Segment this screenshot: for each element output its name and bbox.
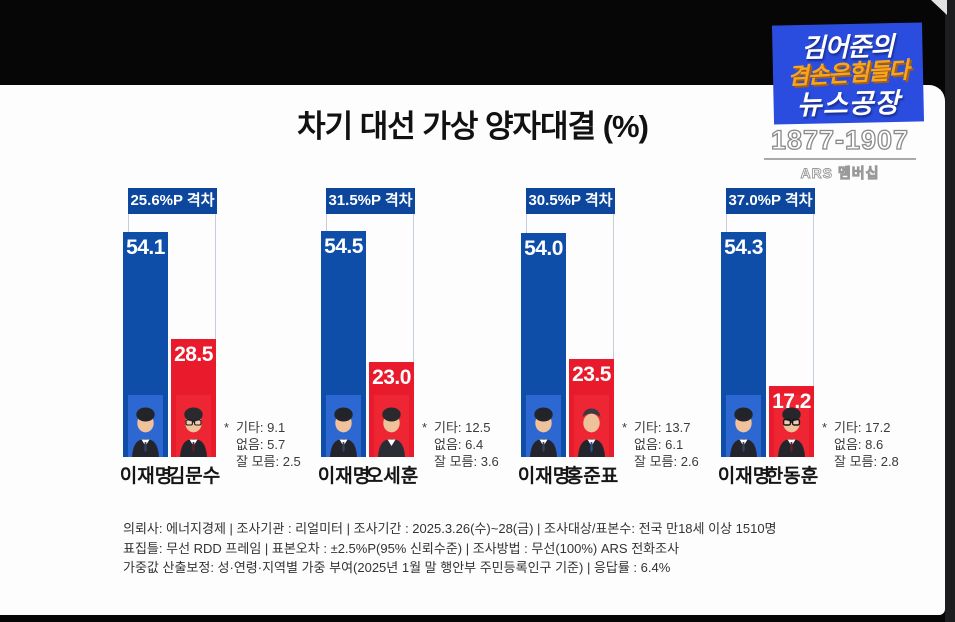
phone-number: 1877-1907 bbox=[770, 124, 910, 155]
poll-graphic-card: 차기 대선 가상 양자대결 (%) 25.6%P 격차 54.1 bbox=[0, 85, 945, 615]
bar-value-label: 54.5 bbox=[324, 235, 363, 258]
note-line: 기타: 17.2 bbox=[834, 420, 891, 435]
candidate-photo bbox=[574, 395, 609, 457]
other-responses-note: * 기타: 13.7 없음: 6.1 잘 모름: 2.6 bbox=[622, 419, 699, 470]
survey-methodology-note: 의뢰사: 에너지경제 | 조사기관 : 리얼미터 | 조사기간 : 2025.3… bbox=[123, 519, 777, 578]
other-responses-note: * 기타: 12.5 없음: 6.4 잘 모름: 3.6 bbox=[422, 419, 499, 470]
note-line: 없음: 8.6 bbox=[834, 437, 884, 452]
connector-line bbox=[326, 214, 327, 231]
candidate-name: 이재명 bbox=[517, 466, 571, 487]
bar-value-label: 54.0 bbox=[524, 237, 563, 260]
candidate-name: 이재명 bbox=[317, 466, 371, 487]
bar-blue-candidate: 54.5 bbox=[321, 231, 366, 457]
other-responses-note: * 기타: 9.1 없음: 5.7 잘 모름: 2.5 bbox=[224, 419, 301, 470]
note-line: 잘 모름: 2.6 bbox=[634, 454, 699, 469]
methodology-line: 가중값 산출보정: 성·연령·지역별 가중 부여(2025년 1월 말 행안부 … bbox=[123, 560, 671, 575]
connector-line bbox=[526, 214, 527, 233]
bar-value-label: 54.1 bbox=[126, 236, 165, 259]
matchup-group-kim-moon-soo: 25.6%P 격차 54.1 28.5 bbox=[100, 188, 301, 498]
other-responses-note: * 기타: 17.2 없음: 8.6 잘 모름: 2.8 bbox=[822, 419, 899, 470]
asterisk: * bbox=[224, 420, 230, 435]
candidate-photo bbox=[326, 395, 361, 457]
candidate-name: 홍준표 bbox=[565, 466, 619, 487]
letterbox-right bbox=[945, 0, 955, 622]
note-line: 잘 모름: 3.6 bbox=[434, 454, 499, 469]
asterisk: * bbox=[622, 420, 628, 435]
asterisk: * bbox=[822, 420, 828, 435]
ars-membership-label: ARS 멤버십 bbox=[800, 165, 880, 182]
note-line: 기타: 12.5 bbox=[434, 420, 491, 435]
note-line: 없음: 5.7 bbox=[236, 437, 286, 452]
candidate-name: 이재명 bbox=[717, 466, 771, 487]
connector-line bbox=[726, 214, 727, 232]
bar-red-candidate: 23.5 bbox=[569, 359, 614, 457]
bar-blue-candidate: 54.1 bbox=[123, 232, 168, 457]
divider-line bbox=[764, 158, 916, 160]
bar-value-label: 54.3 bbox=[724, 236, 763, 259]
gap-label: 37.0%P 격차 bbox=[726, 188, 815, 214]
gap-label: 31.5%P 격차 bbox=[326, 188, 415, 214]
matchup-group-han-dong-hoon: 37.0%P 격차 54.3 17.2 bbox=[698, 188, 899, 498]
bar-value-label: 23.0 bbox=[372, 366, 411, 389]
candidate-name: 오세훈 bbox=[365, 466, 419, 487]
note-line: 기타: 9.1 bbox=[236, 420, 286, 435]
asterisk: * bbox=[422, 420, 428, 435]
candidate-photo bbox=[774, 395, 809, 457]
connector-line bbox=[613, 214, 614, 359]
candidate-photo bbox=[526, 395, 561, 457]
bar-red-candidate: 17.2 bbox=[769, 386, 814, 457]
note-line: 기타: 13.7 bbox=[634, 420, 691, 435]
gap-label: 30.5%P 격차 bbox=[526, 188, 615, 214]
connector-line bbox=[813, 214, 814, 386]
candidate-name: 김문수 bbox=[167, 466, 221, 487]
candidate-photo bbox=[128, 395, 163, 457]
matchup-group-oh-se-hoon: 31.5%P 격차 54.5 23.0 bbox=[298, 188, 499, 498]
page-title: 차기 대선 가상 양자대결 (%) bbox=[297, 109, 649, 144]
note-line: 없음: 6.4 bbox=[434, 437, 484, 452]
methodology-line: 의뢰사: 에너지경제 | 조사기관 : 리얼미터 | 조사기간 : 2025.3… bbox=[123, 521, 777, 536]
matchup-group-hong-jun-pyo: 30.5%P 격차 54.0 23.5 bbox=[498, 188, 699, 498]
bar-value-label: 17.2 bbox=[772, 390, 811, 413]
connector-line bbox=[413, 214, 414, 362]
show-logo: 김어준의 겸손은힘들다 뉴스공장 bbox=[771, 22, 925, 125]
bar-red-candidate: 23.0 bbox=[369, 362, 414, 457]
methodology-line: 표집틀: 무선 RDD 프레임 | 표본오차 : ±2.5%P(95% 신뢰수준… bbox=[123, 540, 680, 556]
gap-label: 25.6%P 격차 bbox=[128, 188, 217, 214]
bar-value-label: 23.5 bbox=[572, 363, 611, 386]
connector-line bbox=[215, 214, 216, 339]
note-line: 잘 모름: 2.8 bbox=[834, 454, 899, 469]
connector-line bbox=[128, 214, 129, 232]
note-line: 없음: 6.1 bbox=[634, 437, 684, 452]
screen-corner bbox=[931, 0, 947, 15]
candidate-photo bbox=[726, 395, 761, 457]
bar-blue-candidate: 54.0 bbox=[521, 233, 566, 457]
bar-chart: 25.6%P 격차 54.1 28.5 bbox=[0, 188, 945, 498]
bar-value-label: 28.5 bbox=[174, 343, 213, 366]
candidate-photo bbox=[374, 395, 409, 457]
note-line: 잘 모름: 2.5 bbox=[236, 454, 301, 469]
bar-red-candidate: 28.5 bbox=[171, 339, 216, 457]
candidate-photo bbox=[176, 395, 211, 457]
ars-phone-block: 1877-1907 ARS 멤버십 bbox=[755, 124, 925, 183]
candidate-name: 한동훈 bbox=[765, 466, 819, 487]
candidate-name: 이재명 bbox=[119, 466, 173, 487]
bar-blue-candidate: 54.3 bbox=[721, 232, 766, 457]
